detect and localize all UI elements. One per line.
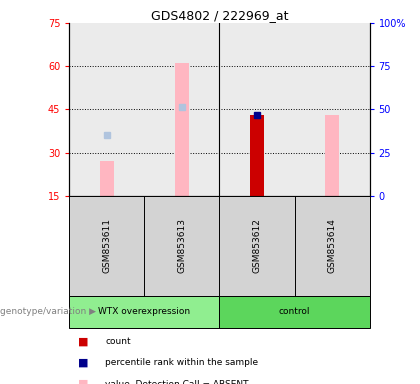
Text: WTX overexpression: WTX overexpression [98,308,190,316]
Text: ■: ■ [78,358,88,368]
Bar [250,115,264,196]
Text: count: count [105,337,131,346]
Bar [175,63,189,196]
Bar [250,115,264,196]
Bar [326,115,339,196]
Text: control: control [279,308,310,316]
Title: GDS4802 / 222969_at: GDS4802 / 222969_at [151,9,288,22]
Bar [220,296,370,328]
Bar [100,161,113,196]
Text: ■: ■ [78,379,88,384]
Bar [69,296,220,328]
Text: value, Detection Call = ABSENT: value, Detection Call = ABSENT [105,379,249,384]
Text: ■: ■ [78,337,88,347]
Text: GSM853612: GSM853612 [252,218,262,273]
Text: GSM853611: GSM853611 [102,218,111,273]
Text: genotype/variation ▶: genotype/variation ▶ [0,308,96,316]
Text: GSM853614: GSM853614 [328,218,336,273]
Text: GSM853613: GSM853613 [177,218,186,273]
Text: percentile rank within the sample: percentile rank within the sample [105,358,258,367]
